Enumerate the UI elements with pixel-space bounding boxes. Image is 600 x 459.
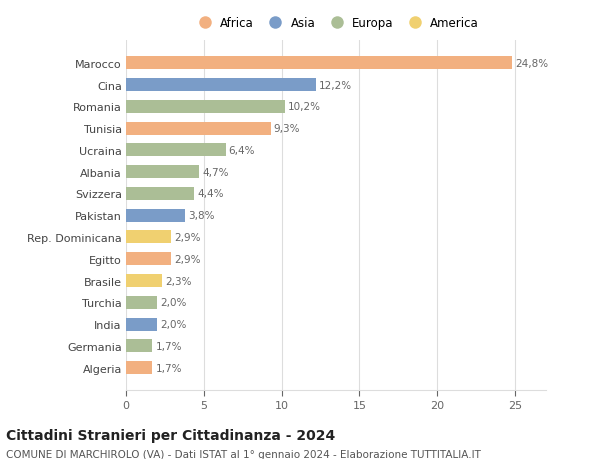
Text: 3,8%: 3,8% — [188, 211, 215, 221]
Text: 2,3%: 2,3% — [165, 276, 191, 286]
Bar — [126, 340, 152, 353]
Bar — [126, 296, 157, 309]
Bar — [126, 274, 162, 287]
Text: 24,8%: 24,8% — [515, 59, 548, 69]
Bar — [126, 166, 199, 179]
Text: 4,4%: 4,4% — [197, 189, 224, 199]
Text: 10,2%: 10,2% — [288, 102, 321, 112]
Text: 1,7%: 1,7% — [155, 363, 182, 373]
Text: 6,4%: 6,4% — [229, 146, 255, 156]
Bar — [126, 318, 157, 331]
Legend: Africa, Asia, Europa, America: Africa, Asia, Europa, America — [188, 12, 484, 35]
Text: 1,7%: 1,7% — [155, 341, 182, 351]
Text: 4,7%: 4,7% — [202, 167, 229, 177]
Bar — [126, 101, 284, 114]
Bar — [126, 79, 316, 92]
Text: COMUNE DI MARCHIROLO (VA) - Dati ISTAT al 1° gennaio 2024 - Elaborazione TUTTITA: COMUNE DI MARCHIROLO (VA) - Dati ISTAT a… — [6, 449, 481, 459]
Text: 2,0%: 2,0% — [160, 297, 187, 308]
Text: 12,2%: 12,2% — [319, 80, 352, 90]
Bar — [126, 57, 512, 70]
Text: 2,9%: 2,9% — [174, 254, 201, 264]
Bar — [126, 231, 171, 244]
Bar — [126, 187, 194, 201]
Bar — [126, 144, 226, 157]
Text: 9,3%: 9,3% — [274, 124, 300, 134]
Text: 2,0%: 2,0% — [160, 319, 187, 329]
Bar — [126, 252, 171, 266]
Bar — [126, 361, 152, 374]
Bar — [126, 123, 271, 135]
Bar — [126, 209, 185, 222]
Text: Cittadini Stranieri per Cittadinanza - 2024: Cittadini Stranieri per Cittadinanza - 2… — [6, 428, 335, 442]
Text: 2,9%: 2,9% — [174, 232, 201, 242]
